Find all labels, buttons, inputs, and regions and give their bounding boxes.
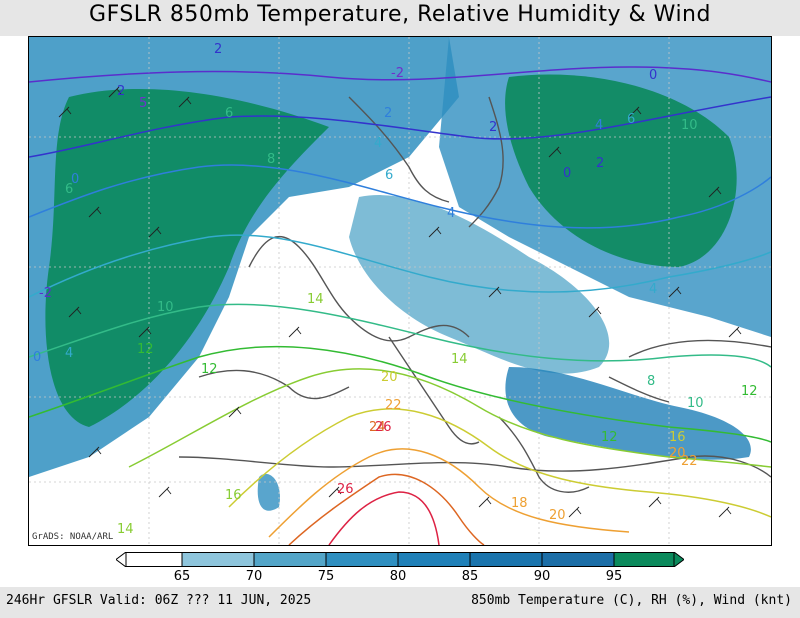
colorbar-segment [541,552,615,567]
map-title: GFSLR 850mb Temperature, Relative Humidi… [89,2,711,27]
colorbar-segment [181,552,255,567]
temp-label: 4 [649,282,657,297]
temp-label: 4 [447,206,455,221]
temp-label: 0 [563,166,571,181]
colorbar-label: 80 [389,569,407,584]
temp-label: 20 [549,508,566,523]
temp-label: 26 [375,420,392,435]
colorbar-label: 85 [461,569,479,584]
colorbar-segment [469,552,543,567]
temp-label: 12 [201,362,218,377]
wind-barbs [58,86,742,518]
temp-label: 16 [225,488,242,503]
temp-label: 8 [267,152,275,167]
temp-label: 6 [65,182,73,197]
temp-label: 18 [511,496,528,511]
temp-label: 2 [214,42,222,57]
temp-label: 0 [649,68,657,83]
colorbar-segment [125,552,183,567]
footer-bar [0,587,800,618]
temp-label: -2 [391,66,404,81]
weather-map: 2 -2 2 0 5 2 4 6 8 6 4 2 0 10 6 4 2 0 4 … [28,36,772,546]
temp-label: 20 [381,370,398,385]
temp-label: 14 [117,522,134,537]
contour-labels: 2 -2 2 0 5 2 4 6 8 6 4 2 0 10 6 4 2 0 4 … [33,42,758,537]
temp-label: 10 [157,300,174,315]
temp-label: 22 [681,454,698,469]
temp-label: 2 [489,120,497,135]
temp-label: 4 [374,136,382,151]
temperature-contours [29,66,771,545]
temp-label: 4 [65,346,73,361]
temp-label: 2 [384,106,392,121]
rh-colorbar [116,552,684,567]
temp-label: 2 [117,84,125,99]
temp-label: 14 [307,292,324,307]
colorbar-label: 70 [245,569,263,584]
colorbar-left-arrow [116,552,127,567]
fields-legend: 850mb Temperature (C), RH (%), Wind (knt… [471,593,792,608]
temp-label: 12 [741,384,758,399]
colorbar-label: 75 [317,569,335,584]
colorbar-segment [325,552,399,567]
temp-label: 0 [71,172,79,187]
title-bar [0,0,800,36]
colorbar-right-arrow [673,552,684,567]
colorbar-label: 65 [173,569,191,584]
coastlines [178,96,771,493]
data-credit: GrADS: NOAA/ARL [32,532,114,542]
colorbar-label: 90 [533,569,551,584]
temp-label: 16 [669,430,686,445]
colorbar-segment [397,552,471,567]
temp-label: 24 [369,420,386,435]
graticule [29,37,771,545]
colorbar-segment [613,552,675,567]
map-canvas: 2 -2 2 0 5 2 4 6 8 6 4 2 0 10 6 4 2 0 4 … [29,37,771,545]
temp-label: 10 [681,118,698,133]
temp-label: 14 [451,352,468,367]
temp-label: 6 [225,106,233,121]
temp-label: 6 [627,112,635,127]
colorbar-segment [253,552,327,567]
temp-label: 4 [595,118,603,133]
temp-label: 20 [669,446,686,461]
valid-time: 246Hr GFSLR Valid: 06Z ??? 11 JUN, 2025 [6,593,312,608]
temp-label: 0 [33,350,41,365]
temp-label: 2 [596,156,604,171]
temp-label: -2 [39,286,52,301]
temp-label: 5 [139,96,147,111]
temp-label: 26 [337,482,354,497]
temp-label: 22 [385,398,402,413]
temp-label: 12 [137,342,154,357]
temp-label: 10 [687,396,704,411]
colorbar-label: 95 [605,569,623,584]
temp-label: 8 [647,374,655,389]
temp-label: 12 [601,430,618,445]
temp-label: 6 [385,168,393,183]
